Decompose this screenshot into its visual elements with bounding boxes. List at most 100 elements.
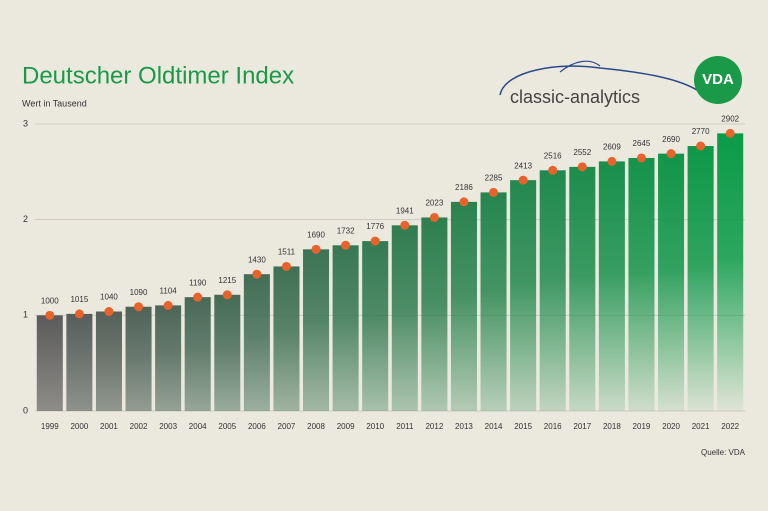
x-tick-label: 2000 bbox=[70, 422, 88, 431]
bar bbox=[66, 313, 93, 411]
value-label: 2285 bbox=[485, 174, 503, 183]
marker bbox=[281, 261, 291, 271]
value-label: 1215 bbox=[218, 276, 236, 285]
marker bbox=[548, 165, 558, 175]
value-label: 2609 bbox=[603, 143, 621, 152]
marker bbox=[725, 128, 735, 138]
bar bbox=[303, 249, 330, 411]
x-tick-label: 2013 bbox=[455, 422, 473, 431]
value-label: 2552 bbox=[573, 148, 591, 157]
x-tick-label: 2008 bbox=[307, 422, 325, 431]
value-label: 2902 bbox=[721, 114, 739, 123]
x-tick-label: 2017 bbox=[573, 422, 591, 431]
x-tick-label: 2015 bbox=[514, 422, 532, 431]
marker bbox=[607, 156, 617, 166]
x-tick-label: 2006 bbox=[248, 422, 266, 431]
bar bbox=[391, 225, 418, 411]
x-tick-label: 2002 bbox=[130, 422, 148, 431]
marker bbox=[193, 292, 203, 302]
marker bbox=[577, 162, 587, 172]
marker bbox=[429, 212, 439, 222]
marker bbox=[222, 290, 232, 300]
x-tick-label: 2011 bbox=[396, 422, 414, 431]
marker bbox=[666, 149, 676, 159]
value-label: 1090 bbox=[130, 288, 148, 297]
marker bbox=[104, 307, 114, 317]
x-tick-label: 2021 bbox=[692, 422, 710, 431]
y-tick-label: 2 bbox=[23, 214, 28, 224]
marker bbox=[518, 175, 528, 185]
value-label: 1941 bbox=[396, 206, 414, 215]
marker bbox=[45, 310, 55, 320]
bar bbox=[332, 245, 359, 411]
bar bbox=[36, 315, 63, 411]
bar bbox=[628, 157, 655, 411]
logo-text: classic-analytics bbox=[510, 87, 640, 107]
value-label: 1732 bbox=[337, 226, 355, 235]
marker bbox=[636, 153, 646, 163]
value-label: 1000 bbox=[41, 296, 59, 305]
value-label: 2645 bbox=[633, 139, 651, 148]
chart-title: Deutscher Oldtimer Index bbox=[22, 62, 294, 89]
bar bbox=[658, 153, 685, 411]
value-label: 2023 bbox=[425, 199, 443, 208]
marker bbox=[489, 187, 499, 197]
bar bbox=[598, 161, 625, 411]
x-tick-label: 2010 bbox=[366, 422, 384, 431]
bar bbox=[510, 180, 537, 411]
value-label: 1015 bbox=[70, 295, 88, 304]
badge bbox=[694, 56, 742, 104]
marker bbox=[134, 302, 144, 312]
value-label: 1430 bbox=[248, 255, 266, 264]
x-tick-label: 2019 bbox=[633, 422, 651, 431]
value-label: 1690 bbox=[307, 230, 325, 239]
value-label: 1190 bbox=[189, 278, 207, 287]
x-tick-label: 2007 bbox=[278, 422, 296, 431]
x-tick-label: 2022 bbox=[721, 422, 739, 431]
marker bbox=[74, 309, 84, 319]
bar bbox=[687, 146, 714, 411]
x-tick-label: 2001 bbox=[100, 422, 118, 431]
y-tick-label: 3 bbox=[23, 118, 28, 128]
bar bbox=[155, 305, 182, 411]
x-tick-label: 1999 bbox=[41, 422, 59, 431]
bar bbox=[125, 306, 152, 411]
source: Quelle: VDA bbox=[701, 448, 746, 457]
bar bbox=[243, 274, 270, 411]
bar bbox=[95, 311, 122, 411]
y-tick-label: 1 bbox=[23, 310, 28, 320]
bar bbox=[362, 241, 389, 411]
marker bbox=[400, 220, 410, 230]
x-tick-label: 2014 bbox=[485, 422, 503, 431]
bar bbox=[450, 201, 477, 411]
value-label: 1511 bbox=[278, 248, 296, 257]
y-tick-label: 0 bbox=[23, 405, 28, 415]
bar bbox=[539, 170, 566, 411]
x-tick-label: 2018 bbox=[603, 422, 621, 431]
x-tick-label: 2012 bbox=[425, 422, 443, 431]
value-label: 1040 bbox=[100, 293, 118, 302]
value-label: 2770 bbox=[692, 127, 710, 136]
bar bbox=[421, 217, 448, 411]
x-tick-label: 2009 bbox=[337, 422, 355, 431]
marker bbox=[459, 197, 469, 207]
value-label: 2690 bbox=[662, 135, 680, 144]
bar bbox=[480, 192, 507, 411]
x-tick-label: 2003 bbox=[159, 422, 177, 431]
marker bbox=[341, 240, 351, 250]
value-label: 2413 bbox=[514, 161, 532, 170]
marker bbox=[252, 269, 262, 279]
marker bbox=[163, 300, 173, 310]
x-tick-label: 2004 bbox=[189, 422, 207, 431]
value-label: 1104 bbox=[160, 286, 178, 295]
x-tick-label: 2020 bbox=[662, 422, 680, 431]
bar bbox=[184, 297, 211, 411]
bar bbox=[569, 166, 596, 411]
marker bbox=[696, 141, 706, 151]
logo-swoosh bbox=[499, 65, 701, 96]
x-tick-label: 2016 bbox=[544, 422, 562, 431]
bar bbox=[273, 266, 300, 411]
marker bbox=[311, 244, 321, 254]
x-tick-label: 2005 bbox=[218, 422, 236, 431]
